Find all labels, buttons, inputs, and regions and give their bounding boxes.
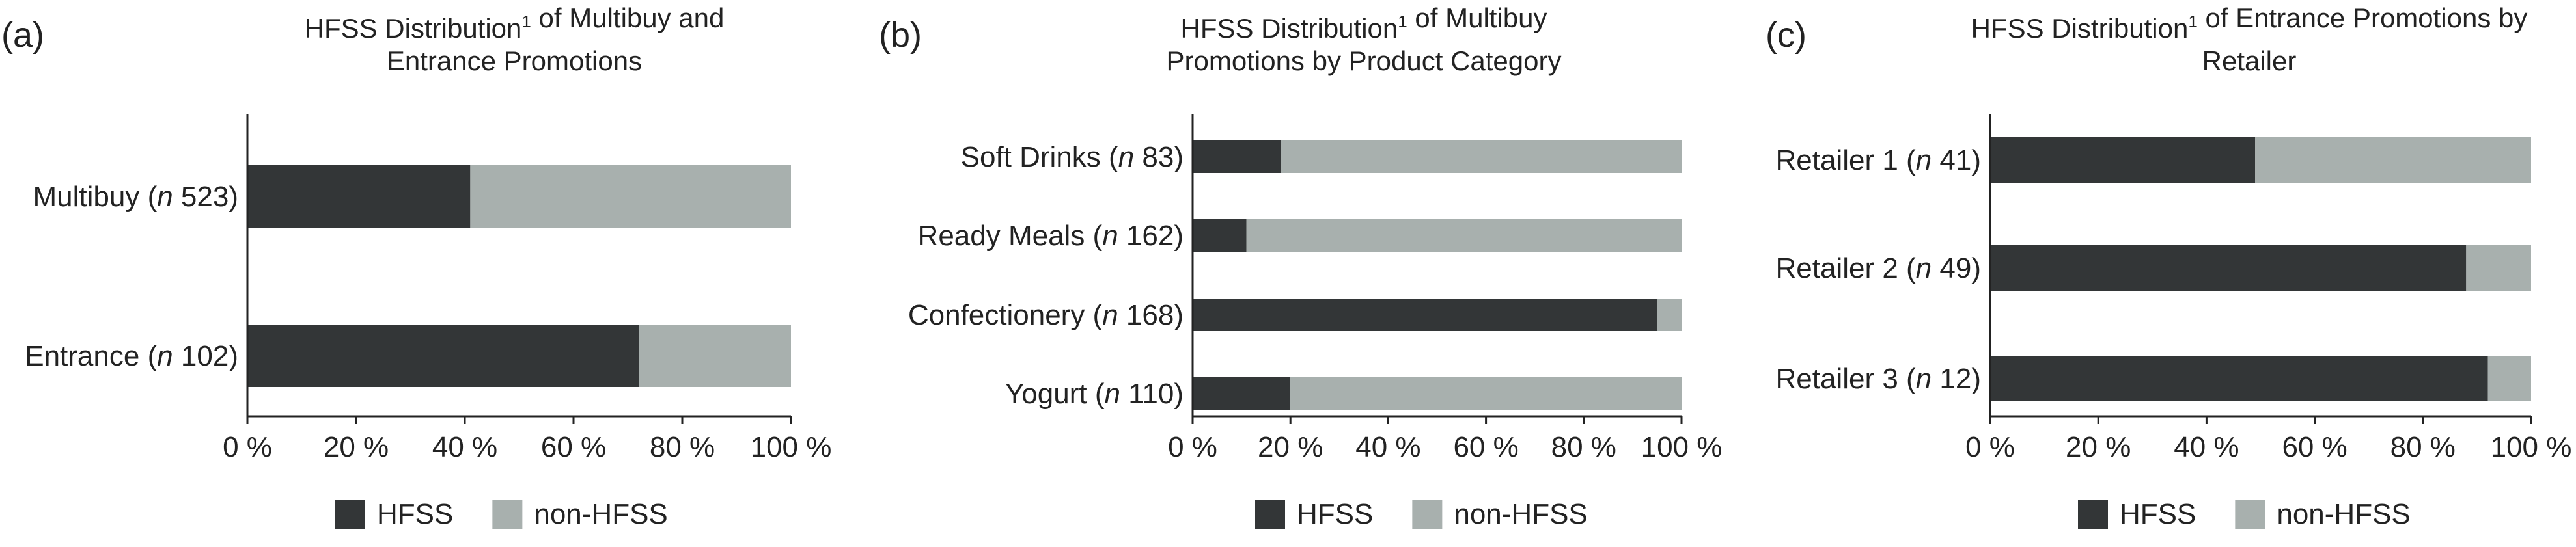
chart-panel-2: (b) HFSS Distribution1 of MultibuyPromoti… <box>879 3 1722 530</box>
panel-letter: (b) <box>879 16 922 55</box>
category-label-entrance-n-102: Entrance (n 102) <box>25 340 238 372</box>
legend-label-non-hfss: non-HFSS <box>534 498 667 530</box>
bar-non-hfss-entrance-n-102 <box>639 325 791 387</box>
bar-hfss-entrance-n-102 <box>247 325 639 387</box>
legend-swatch-non-hfss <box>2235 500 2265 529</box>
x-tick-label-20: 20 % <box>2066 431 2131 463</box>
bar-hfss-retailer-3-n-12 <box>1990 356 2488 401</box>
x-tick-label-100: 100 % <box>1641 431 1723 463</box>
bar-hfss-yogurt-n-110 <box>1193 377 1291 410</box>
chart-title-line-2: Promotions by Product Category <box>1167 46 1562 76</box>
category-label-multibuy-n-523: Multibuy (n 523) <box>33 181 239 213</box>
legend-label-non-hfss: non-HFSS <box>1454 498 1587 530</box>
legend-swatch-non-hfss <box>1412 500 1443 529</box>
x-tick-label-100: 100 % <box>2491 431 2572 463</box>
legend-label-hfss: HFSS <box>2120 498 2196 530</box>
bar-hfss-ready-meals-n-162 <box>1193 219 1247 252</box>
bar-hfss-confectionery-n-168 <box>1193 299 1657 331</box>
bar-non-hfss-soft-drinks-n-83 <box>1281 140 1682 173</box>
chart-title-line-1: HFSS Distribution1 of Multibuy and <box>305 3 725 44</box>
bar-non-hfss-retailer-1-n-41 <box>2255 137 2531 183</box>
bar-non-hfss-confectionery-n-168 <box>1657 299 1682 331</box>
chart-panel-1: (a) HFSS Distribution1 of Multibuy andEnt… <box>1 3 831 530</box>
category-label-ready-meals-n-162: Ready Meals (n 162) <box>918 220 1184 252</box>
category-label-confectionery-n-168: Confectionery (n 168) <box>908 299 1184 331</box>
chart-title-line-2: Retailer <box>2202 46 2297 76</box>
bar-hfss-retailer-2-n-49 <box>1990 245 2467 291</box>
x-tick-label-20: 20 % <box>1258 431 1323 463</box>
x-tick-label-40: 40 % <box>2174 431 2239 463</box>
bar-non-hfss-multibuy-n-523 <box>470 165 791 228</box>
legend-label-hfss: HFSS <box>1297 498 1373 530</box>
bar-hfss-soft-drinks-n-83 <box>1193 140 1281 173</box>
x-tick-label-60: 60 % <box>2282 431 2347 463</box>
x-tick-label-80: 80 % <box>1551 431 1616 463</box>
bar-hfss-retailer-1-n-41 <box>1990 137 2256 183</box>
category-label-soft-drinks-n-83: Soft Drinks (n 83) <box>961 141 1184 173</box>
bar-hfss-multibuy-n-523 <box>247 165 471 228</box>
category-label-yogurt-n-110: Yogurt (n 110) <box>1005 378 1184 410</box>
category-label-retailer-3-n-12: Retailer 3 (n 12) <box>1776 363 1982 395</box>
bar-non-hfss-retailer-2-n-49 <box>2466 245 2531 291</box>
legend-swatch-hfss <box>1255 500 1285 529</box>
x-tick-label-20: 20 % <box>324 431 389 463</box>
chart-title-line-1: HFSS Distribution1 of Entrance Promotion… <box>1971 3 2528 44</box>
legend-label-hfss: HFSS <box>377 498 453 530</box>
x-tick-label-0: 0 % <box>1965 431 2015 463</box>
x-tick-label-40: 40 % <box>1355 431 1420 463</box>
x-tick-label-80: 80 % <box>2390 431 2456 463</box>
legend-swatch-hfss <box>335 500 365 529</box>
chart-panel-3: (c) HFSS Distribution1 of Entrance Promot… <box>1766 3 2571 530</box>
legend-swatch-hfss <box>2078 500 2108 529</box>
x-tick-label-80: 80 % <box>650 431 715 463</box>
category-label-retailer-1-n-41: Retailer 1 (n 41) <box>1776 144 1982 176</box>
x-tick-label-60: 60 % <box>1453 431 1518 463</box>
x-tick-label-0: 0 % <box>223 431 272 463</box>
panel-letter: (c) <box>1766 16 1807 55</box>
x-tick-label-40: 40 % <box>432 431 497 463</box>
x-tick-label-0: 0 % <box>1168 431 1217 463</box>
bar-non-hfss-yogurt-n-110 <box>1290 377 1682 410</box>
x-tick-label-100: 100 % <box>751 431 832 463</box>
legend-label-non-hfss: non-HFSS <box>2277 498 2410 530</box>
bar-non-hfss-ready-meals-n-162 <box>1246 219 1682 252</box>
bar-non-hfss-retailer-3-n-12 <box>2487 356 2531 401</box>
panel-letter: (a) <box>1 16 44 55</box>
legend-swatch-non-hfss <box>492 500 523 529</box>
x-tick-label-60: 60 % <box>541 431 606 463</box>
category-label-retailer-2-n-49: Retailer 2 (n 49) <box>1776 252 1982 284</box>
chart-title-line-1: HFSS Distribution1 of Multibuy <box>1181 3 1547 44</box>
chart-title-line-2: Entrance Promotions <box>387 46 642 76</box>
